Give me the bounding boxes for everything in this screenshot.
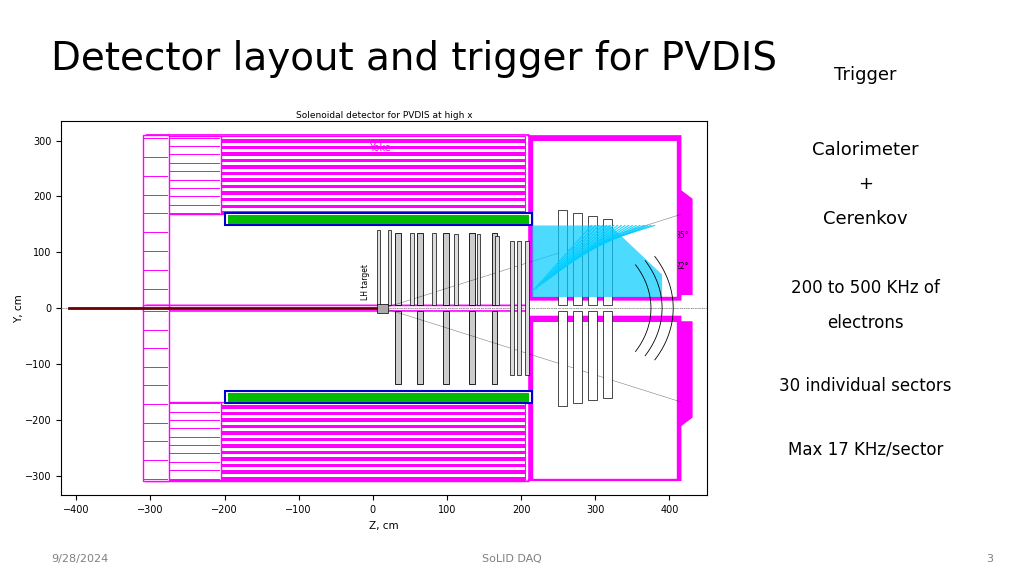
Bar xyxy=(432,233,436,305)
Text: 30 individual sectors: 30 individual sectors xyxy=(779,377,951,395)
Bar xyxy=(221,451,525,454)
Bar xyxy=(588,311,597,400)
Bar xyxy=(455,234,458,305)
Bar xyxy=(221,431,525,435)
Bar xyxy=(221,136,525,214)
Bar xyxy=(388,230,391,305)
Bar xyxy=(588,216,597,305)
Text: Coil: Coil xyxy=(368,215,385,225)
Bar xyxy=(143,305,169,482)
Bar xyxy=(558,210,567,305)
Bar xyxy=(558,311,567,406)
Bar xyxy=(227,215,529,224)
Polygon shape xyxy=(528,136,692,300)
Bar xyxy=(221,464,525,467)
Bar xyxy=(377,230,380,305)
Text: 9/28/2024: 9/28/2024 xyxy=(51,555,109,564)
Bar xyxy=(469,233,475,305)
Bar xyxy=(221,438,525,441)
Bar xyxy=(532,319,677,479)
Bar xyxy=(221,172,525,175)
Bar xyxy=(221,152,525,156)
Text: Cerenkov: Cerenkov xyxy=(823,210,907,228)
Bar xyxy=(221,425,525,428)
Text: SoLID DAQ: SoLID DAQ xyxy=(482,555,542,564)
Bar xyxy=(221,204,525,208)
Text: 200 to 500 KHz of: 200 to 500 KHz of xyxy=(791,279,940,297)
Bar xyxy=(477,234,480,305)
Text: 22°: 22° xyxy=(676,262,689,271)
Bar xyxy=(377,304,388,313)
Bar xyxy=(395,233,401,305)
Bar xyxy=(221,198,525,201)
Text: Calorimeter: Calorimeter xyxy=(812,141,919,159)
Bar xyxy=(221,418,525,422)
Bar xyxy=(492,311,498,384)
Title: Solenoidal detector for PVDIS at high x: Solenoidal detector for PVDIS at high x xyxy=(296,111,472,120)
Bar xyxy=(221,412,525,415)
Bar xyxy=(221,406,525,408)
Polygon shape xyxy=(146,136,221,214)
Text: LH target: LH target xyxy=(361,264,370,300)
Bar xyxy=(395,311,401,384)
Bar xyxy=(525,241,528,375)
Text: Detector layout and trigger for PVDIS: Detector layout and trigger for PVDIS xyxy=(51,40,777,78)
X-axis label: Z, cm: Z, cm xyxy=(370,521,398,530)
Bar xyxy=(221,179,525,181)
Bar xyxy=(143,135,169,311)
Bar xyxy=(221,146,525,149)
Bar xyxy=(510,241,514,375)
Polygon shape xyxy=(146,402,221,480)
Bar xyxy=(469,311,475,384)
Bar xyxy=(221,165,525,169)
Bar xyxy=(418,233,423,305)
Bar xyxy=(221,457,525,461)
Bar xyxy=(532,138,677,297)
Bar xyxy=(221,471,525,473)
Bar xyxy=(492,233,498,305)
Text: electrons: electrons xyxy=(827,313,903,332)
Polygon shape xyxy=(532,225,663,297)
Bar xyxy=(496,236,499,305)
Bar xyxy=(517,241,521,375)
Text: 35°: 35° xyxy=(676,231,689,240)
Bar xyxy=(221,445,525,448)
Bar xyxy=(224,213,532,225)
Text: Yoke: Yoke xyxy=(370,143,391,153)
Bar xyxy=(221,402,525,480)
Bar xyxy=(603,311,611,397)
Bar xyxy=(603,219,611,305)
Bar xyxy=(227,393,529,402)
Bar xyxy=(418,311,423,384)
Bar xyxy=(221,159,525,162)
Text: Trigger: Trigger xyxy=(834,66,897,84)
Bar xyxy=(410,233,414,305)
Bar xyxy=(573,213,582,305)
Bar xyxy=(443,311,450,384)
Bar xyxy=(221,477,525,480)
Bar xyxy=(221,191,525,195)
Bar xyxy=(573,311,582,403)
Bar xyxy=(224,391,532,403)
Polygon shape xyxy=(528,317,692,480)
Bar xyxy=(221,211,525,214)
Text: 3: 3 xyxy=(986,555,993,564)
Bar xyxy=(221,185,525,188)
Text: Max 17 KHz/sector: Max 17 KHz/sector xyxy=(787,440,943,458)
Bar xyxy=(532,322,677,479)
Bar xyxy=(443,233,450,305)
Text: +: + xyxy=(858,175,872,194)
Bar xyxy=(221,139,525,143)
Bar xyxy=(532,141,677,297)
Y-axis label: Y, cm: Y, cm xyxy=(13,294,24,323)
